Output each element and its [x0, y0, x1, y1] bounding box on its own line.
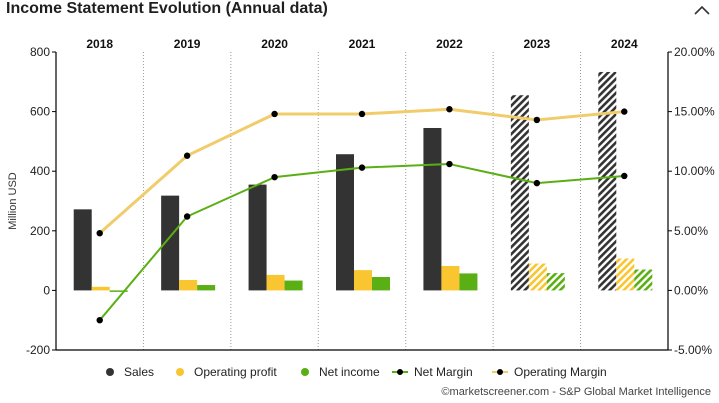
x-tick-label: 2023	[524, 37, 551, 51]
legend-label: Operating Margin	[514, 365, 607, 379]
operating-margin-point	[621, 108, 628, 115]
copyright-text: ©marketscreener.com - S&P Global Market …	[441, 386, 711, 398]
legend-marker	[106, 368, 114, 376]
x-tick-label: 2024	[611, 37, 638, 51]
sales-bar	[423, 127, 442, 291]
operating-profit-bar	[528, 263, 547, 291]
net-income-bar	[372, 276, 390, 291]
operating-profit-bar	[179, 279, 198, 291]
x-tick-label: 2021	[349, 37, 376, 51]
x-tick-label: 2018	[86, 37, 113, 51]
legend-label: Operating profit	[194, 365, 277, 379]
net-margin-point	[446, 160, 453, 168]
legend-label: Sales	[124, 365, 154, 379]
net-margin-point	[358, 164, 366, 171]
sales-bar	[73, 209, 92, 291]
x-tick-label: 2022	[436, 37, 463, 51]
legend-marker	[301, 368, 309, 376]
legend-marker	[176, 368, 184, 376]
x-tick-label: 2020	[261, 37, 288, 51]
operating-profit-bar	[441, 265, 460, 291]
y2-tick-label: 5.00%	[674, 224, 708, 238]
y-tick-label: -200	[26, 343, 50, 357]
net-margin-point	[183, 213, 191, 220]
net-margin-point	[621, 172, 628, 180]
legend-marker	[497, 369, 503, 375]
x-tick-label: 2019	[174, 37, 201, 51]
y2-tick-label: 0.00%	[674, 283, 708, 297]
y2-tick-label: 20.00%	[674, 45, 715, 59]
net-income-bar	[546, 273, 565, 291]
net-income-bar	[634, 269, 653, 291]
y2-tick-label: 10.00%	[674, 164, 715, 178]
sales-bar	[336, 154, 354, 291]
operating-margin-point	[271, 110, 278, 118]
operating-profit-bar	[354, 270, 372, 291]
operating-margin-point	[533, 116, 541, 124]
operating-profit-bar	[616, 258, 635, 291]
chart-title: Income Statement Evolution (Annual data)	[6, 0, 328, 17]
sales-bar	[510, 95, 529, 291]
operating-margin-point	[358, 110, 366, 118]
y-tick-label: 200	[30, 224, 50, 238]
net-income-bar	[284, 280, 303, 291]
net-income-bar	[459, 273, 478, 291]
sales-bar	[598, 71, 617, 291]
operating-margin-point	[183, 152, 191, 159]
net-margin-point	[533, 179, 541, 187]
y-axis-title: Million USD	[7, 172, 19, 230]
operating-profit-bar	[266, 274, 285, 291]
y-tick-label: 600	[30, 105, 50, 119]
y2-tick-label: -5.00%	[674, 343, 712, 357]
chevron-up-icon[interactable]	[693, 3, 711, 17]
y-tick-label: 0	[43, 283, 50, 297]
legend-marker	[397, 369, 403, 375]
y-tick-label: 800	[30, 45, 50, 59]
operating-margin-point	[446, 106, 453, 113]
operating-profit-bar	[91, 286, 110, 291]
net-margin-point	[96, 317, 103, 324]
y2-tick-label: 15.00%	[674, 105, 715, 119]
legend-label: Net Margin	[414, 365, 473, 379]
net-margin-point	[271, 173, 278, 181]
y-tick-label: 400	[30, 164, 50, 178]
net-income-bar	[197, 285, 216, 291]
sales-bar	[161, 195, 180, 291]
net-income-bar	[109, 290, 128, 292]
chart-header: Income Statement Evolution (Annual data)	[0, 0, 719, 24]
sales-bar	[248, 184, 267, 291]
operating-margin-point	[96, 229, 103, 237]
legend-label: Net income	[319, 365, 380, 379]
